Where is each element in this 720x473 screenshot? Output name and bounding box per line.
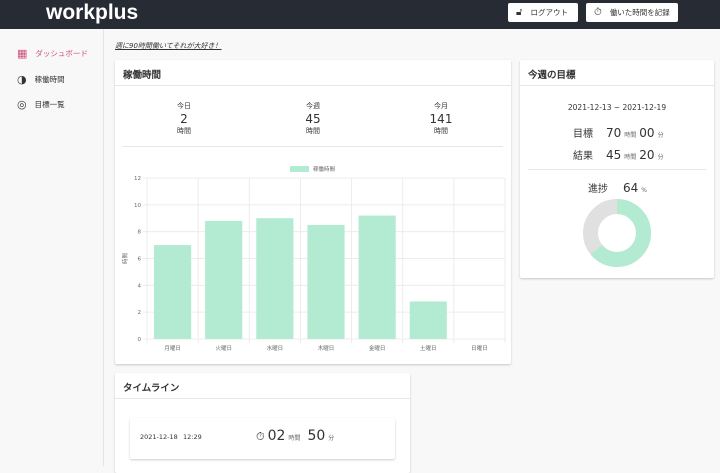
record-time-button[interactable]: ⏱︎ 働いた時間を記録 [586,3,678,22]
y-tick-label: 8 [138,230,142,236]
goal-progress: 進捗 64% [588,181,647,195]
x-tick-label: 火曜日 [215,345,232,352]
bar [205,220,243,339]
bar [154,245,192,339]
y-tick-label: 12 [134,176,141,182]
x-tick-label: 月曜日 [164,345,181,352]
y-tick-label: 10 [134,203,141,209]
sidebar-item-goals[interactable]: ◎ 目標一覧 [17,98,65,111]
goal-result: 結果 45 時間 20 分 [573,148,664,162]
sidebar-item-work-time[interactable]: ◑ 稼働時間 [17,73,65,86]
goal-target: 目標 70 時間 00 分 [573,126,664,140]
weekly-goal-card: 今週の目標 2021-12-13 ~ 2021-12-19 目標 70 時間 00 分 … [520,60,714,278]
stat-today: 今日 2 時間 [177,102,191,135]
y-tick-label: 2 [138,310,142,316]
progress-donut [583,199,651,267]
x-tick-label: 木曜日 [318,344,335,352]
card-title: タイムライン [115,373,410,399]
dashboard-icon: ▦ [17,47,28,60]
stopwatch-icon: ⏱︎ [594,7,602,18]
motto-link[interactable]: 週に90時間働いてそれが大好き！ [115,42,222,50]
timeline-entry[interactable]: 2021-12-18 12:29 ⏱︎ 02 時間 50 分 [130,418,395,459]
header: workplus 🔓︎ ログアウト ⏱︎ 働いた時間を記録 [0,0,720,29]
clock-icon: ◑ [17,73,27,86]
logo: workplus [46,1,139,24]
timeline-card: タイムライン 2021-12-18 12:29 ⏱︎ 02 時間 50 分 [115,373,410,473]
y-tick-label: 4 [138,283,142,289]
bar-chart: 0 2 4 6 8 10 12 月曜日 火曜日 水曜日 木曜日 金曜日 土曜日 日曜日 時間 稼働時間 [121,165,506,352]
legend-label: 稼働時間 [313,165,336,173]
x-tick-label: 金曜日 [369,344,386,352]
lock-icon: 🔓︎ [516,7,523,18]
bar [409,301,447,339]
legend-swatch [290,166,309,172]
y-tick-label: 0 [138,337,142,343]
work-time-card: 稼働時間 今日 2 時間 今週 45 時間 今月 141 時間 0 2 4 6 8 10 12 月曜日 火曜… [115,60,511,364]
x-tick-label: 水曜日 [267,344,284,352]
donut-progress [583,199,651,267]
x-tick-label: 日曜日 [471,345,488,352]
sidebar-item-dashboard[interactable]: ▦ ダッシュボード [17,47,88,60]
card-title: 今週の目標 [520,60,714,86]
stat-month: 今月 141 時間 [429,102,453,135]
target-icon: ◎ [17,98,27,111]
x-tick-label: 土曜日 [420,344,437,352]
bar [358,215,396,339]
stopwatch-icon: ⏱︎ [256,430,265,443]
y-axis-label: 時間 [121,253,129,265]
goal-range: 2021-12-13 ~ 2021-12-19 [567,103,667,112]
stat-week: 今週 45 時間 [305,102,321,135]
logout-button[interactable]: 🔓︎ ログアウト [508,3,578,22]
bar [256,218,294,339]
bar [307,224,345,339]
sidebar: ▦ ダッシュボード ◑ 稼働時間 ◎ 目標一覧 [0,29,104,466]
card-title: 稼働時間 [115,60,511,86]
y-tick-label: 6 [138,257,142,263]
